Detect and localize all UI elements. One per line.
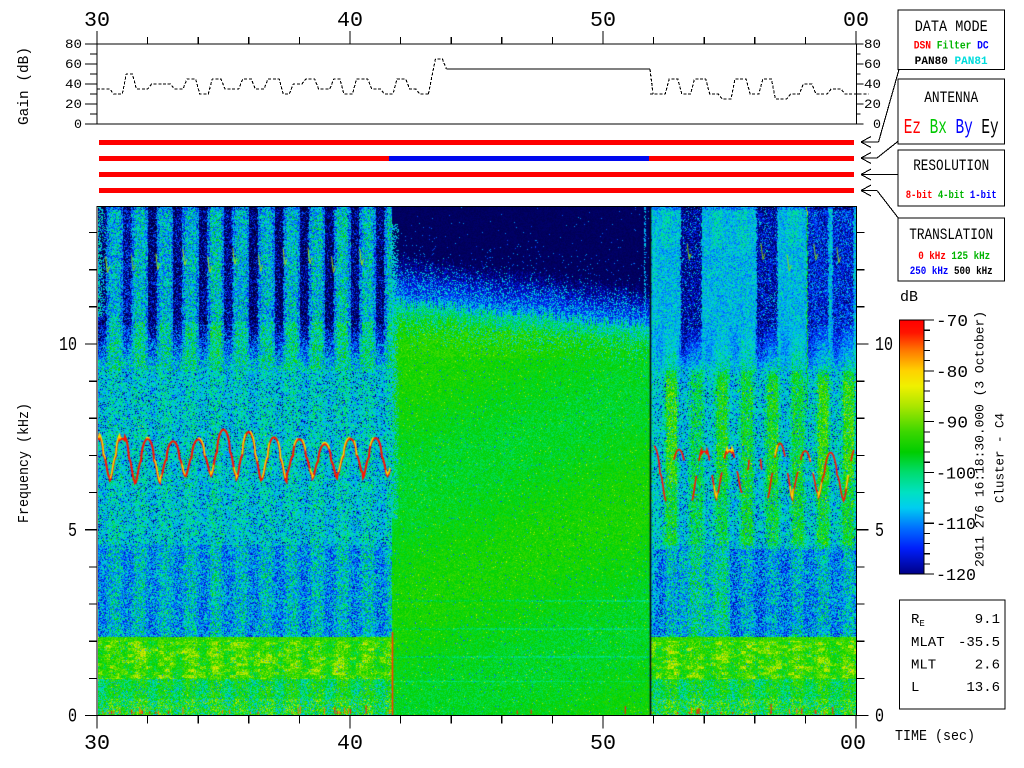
svg-text:0 kHz 125 kHz: 0 kHz 125 kHz	[918, 251, 990, 263]
svg-text:2011 276 16:18:30.000 (3 Octob: 2011 276 16:18:30.000 (3 October)	[974, 311, 988, 567]
svg-text:PAN80 PAN81: PAN80 PAN81	[915, 56, 988, 68]
svg-text:2.6: 2.6	[975, 658, 1000, 674]
svg-text:50: 50	[590, 733, 616, 756]
svg-text:0: 0	[74, 117, 82, 132]
svg-text:-110: -110	[936, 516, 976, 535]
svg-text:9.1: 9.1	[975, 612, 1000, 628]
svg-text:5: 5	[875, 520, 884, 542]
svg-text:Cluster - C4: Cluster - C4	[993, 413, 1008, 503]
svg-text:80: 80	[864, 37, 881, 52]
svg-text:-80: -80	[936, 364, 968, 383]
svg-text:MLT: MLT	[911, 658, 936, 674]
svg-text:-90: -90	[936, 415, 968, 434]
svg-text:-35.5: -35.5	[958, 635, 1000, 651]
svg-text:Gain (dB): Gain (dB)	[16, 47, 33, 125]
svg-text:-70: -70	[936, 313, 968, 332]
svg-text:DSN Filter DC: DSN Filter DC	[914, 41, 989, 53]
svg-text:60: 60	[864, 57, 881, 72]
svg-text:10: 10	[59, 334, 77, 356]
svg-text:20: 20	[65, 97, 82, 112]
svg-text:0: 0	[68, 706, 77, 728]
svg-text:30: 30	[84, 10, 110, 33]
svg-text:00: 00	[840, 733, 866, 756]
svg-text:20: 20	[864, 97, 881, 112]
svg-text:00: 00	[843, 10, 869, 33]
svg-text:DATA MODE: DATA MODE	[915, 18, 988, 36]
svg-text:0: 0	[875, 706, 884, 728]
svg-text:-120: -120	[936, 567, 976, 586]
svg-text:RESOLUTION: RESOLUTION	[913, 157, 989, 175]
svg-text:40: 40	[337, 10, 363, 33]
svg-text:TRANSLATION: TRANSLATION	[909, 226, 993, 244]
svg-text:Ez Bx By Ey: Ez Bx By Ey	[904, 117, 999, 140]
svg-text:0: 0	[873, 117, 881, 132]
svg-text:TIME (sec): TIME (sec)	[895, 728, 975, 745]
svg-text:MLAT: MLAT	[911, 635, 945, 651]
svg-text:dB: dB	[900, 289, 918, 306]
svg-text:40: 40	[65, 77, 82, 92]
svg-text:ANTENNA: ANTENNA	[924, 89, 978, 107]
svg-text:13.6: 13.6	[966, 680, 1000, 696]
svg-text:30: 30	[84, 733, 110, 756]
svg-text:250 kHz 500 kHz: 250 kHz 500 kHz	[910, 266, 993, 278]
svg-text:Frequency (kHz): Frequency (kHz)	[16, 403, 33, 523]
svg-text:10: 10	[875, 334, 893, 356]
svg-text:80: 80	[65, 37, 82, 52]
svg-text:5: 5	[68, 520, 77, 542]
svg-text:8-bit 4-bit 1-bit: 8-bit 4-bit 1-bit	[906, 190, 997, 202]
svg-text:50: 50	[590, 10, 616, 33]
svg-text:L: L	[911, 680, 919, 696]
svg-text:40: 40	[864, 77, 881, 92]
svg-text:60: 60	[65, 57, 82, 72]
svg-text:-100: -100	[936, 465, 976, 484]
svg-text:40: 40	[337, 733, 363, 756]
